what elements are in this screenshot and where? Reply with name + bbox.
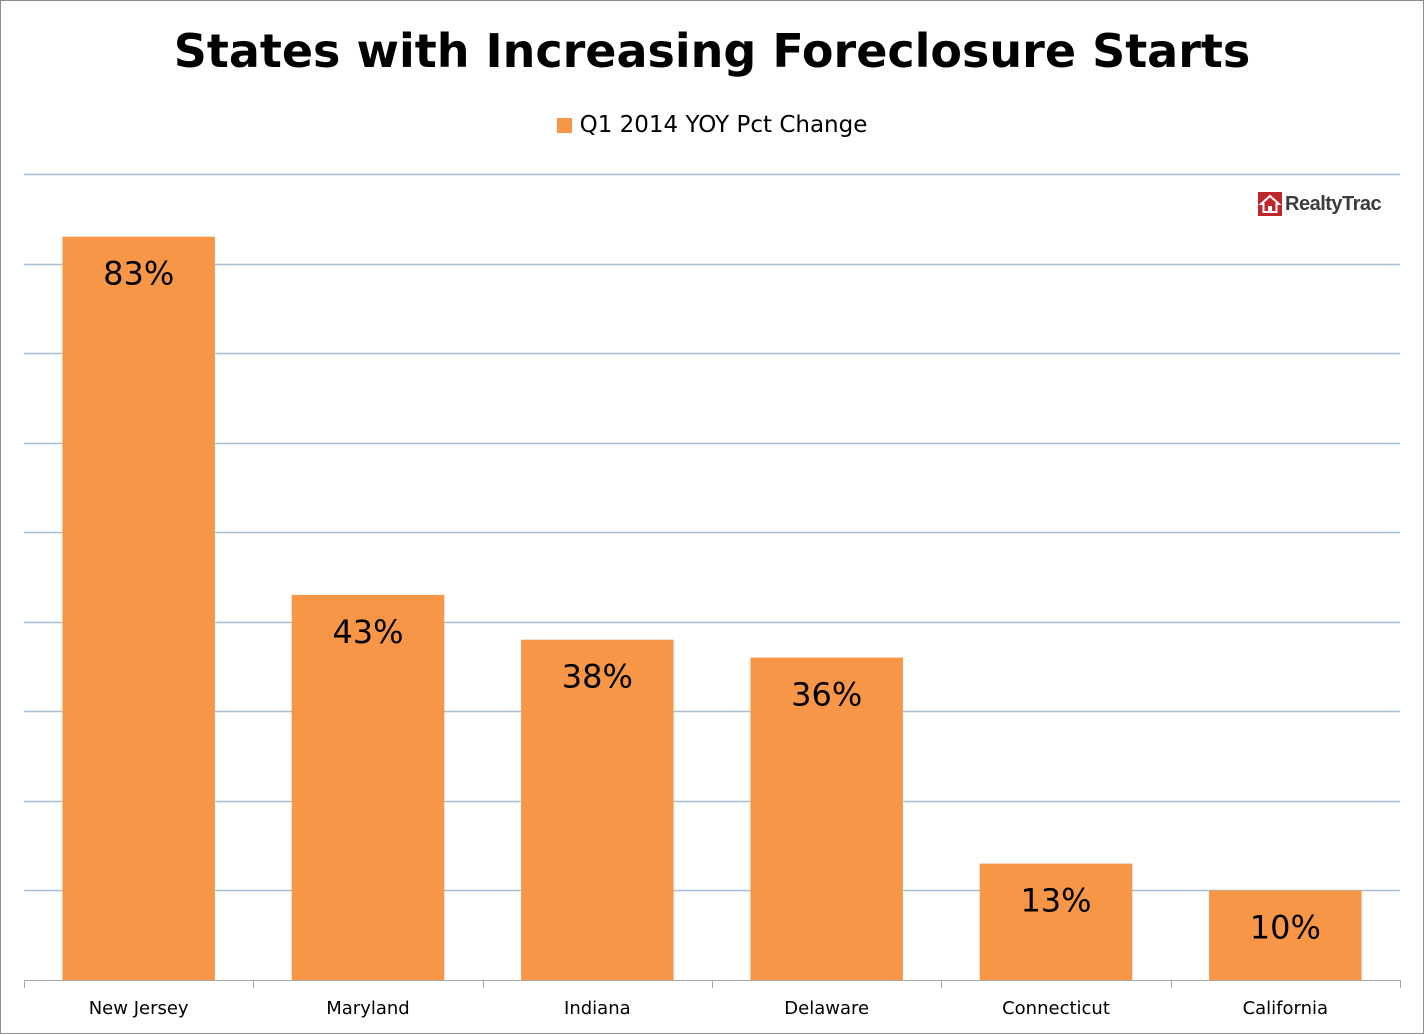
chart-title: States with Increasing Foreclosure Start… — [173, 24, 1251, 78]
x-tick-label: Delaware — [784, 998, 869, 1019]
realtytrac-logo: RealtyTrac — [1258, 190, 1382, 218]
x-tick-label: New Jersey — [89, 998, 189, 1019]
x-tick-label: Indiana — [564, 998, 631, 1019]
house-icon — [1258, 192, 1282, 216]
data-label: 43% — [332, 613, 403, 651]
logo-text: RealtyTrac — [1285, 192, 1382, 215]
bar — [521, 639, 674, 980]
data-label: 10% — [1250, 908, 1321, 946]
data-label: 36% — [791, 676, 862, 714]
x-tick-label: California — [1243, 998, 1328, 1019]
bar — [291, 594, 445, 980]
data-label: 13% — [1020, 882, 1091, 920]
data-label: 83% — [103, 255, 174, 293]
bar — [750, 657, 903, 980]
x-tick-label: Maryland — [326, 998, 409, 1019]
data-label: 38% — [562, 658, 633, 696]
legend-label: Q1 2014 YOY Pct Change — [579, 112, 868, 138]
legend-swatch — [556, 118, 572, 133]
bar — [979, 863, 1133, 980]
legend: Q1 2014 YOY Pct Change — [0, 112, 1424, 138]
bar — [1209, 890, 1362, 980]
x-tick-label: Connecticut — [1002, 998, 1110, 1019]
bar — [62, 236, 215, 980]
